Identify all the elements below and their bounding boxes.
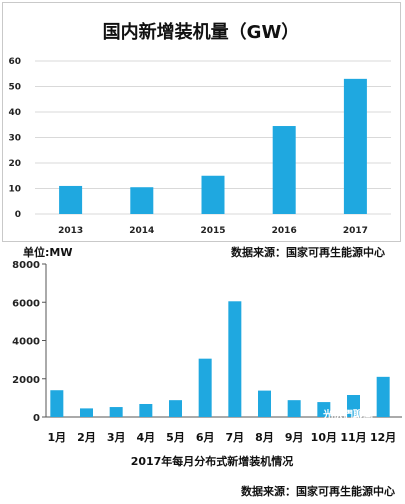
source-note-bottom: 数据来源：国家可再生能源中心	[241, 484, 395, 498]
bar	[198, 358, 212, 417]
y-tick-label: 60	[8, 57, 21, 67]
x-tick-label: 12月	[370, 431, 396, 444]
y-tick-label: 4000	[12, 337, 40, 348]
x-tick-label: 2016	[272, 226, 297, 236]
y-tick-label: 6000	[12, 298, 40, 309]
x-tick-label: 9月	[285, 431, 304, 444]
x-tick-label: 11月	[340, 431, 366, 444]
y-tick-label: 10	[8, 185, 21, 195]
bar	[201, 175, 225, 214]
bar	[169, 400, 182, 417]
x-tick-label: 4月	[137, 431, 156, 444]
x-tick-label: 2014	[129, 226, 154, 236]
monthly-chart-panel: 单位:MW 数据来源：国家可再生能源中心 0 2000 4000 6000 8000 1…	[0, 242, 405, 504]
x-tick-label: 1月	[48, 431, 67, 444]
x-tick-label: 2017	[343, 226, 368, 236]
y-tick-label: 0	[33, 413, 40, 424]
source-note-top: 数据来源：国家可再生能源中心	[231, 245, 385, 259]
chart-title: 国内新增装机量（GW）	[103, 21, 300, 43]
x-tick-label: 2月	[77, 431, 96, 444]
bar	[287, 400, 301, 417]
x-tick-label: 2015	[200, 226, 225, 236]
unit-label: 单位:MW	[23, 245, 72, 259]
bar	[317, 402, 331, 417]
bar	[272, 126, 296, 214]
bar	[347, 395, 360, 417]
x-tick-label: 5月	[166, 431, 185, 444]
chart-caption: 2017年每月分布式新增装机情况	[131, 454, 294, 468]
x-tick-label: 2013	[58, 226, 83, 236]
bar	[50, 390, 64, 417]
bar	[343, 78, 367, 214]
monthly-distributed-chart: 单位:MW 数据来源：国家可再生能源中心 0 2000 4000 6000 8000 1…	[12, 245, 402, 498]
x-tick-label: 6月	[196, 431, 215, 444]
bar	[228, 301, 242, 417]
y-tick-label: 0	[15, 210, 21, 220]
bar	[109, 407, 123, 417]
bar	[80, 408, 93, 417]
y-tick-label: 40	[8, 108, 21, 118]
annual-chart-panel: 国内新增装机量（GW） 0 10 20 30 40 50 60 2013 2014 2015 20…	[2, 2, 401, 242]
y-tick-label: 8000	[12, 260, 40, 271]
x-tick-label: 10月	[311, 431, 337, 444]
bar	[130, 187, 154, 214]
bar	[59, 185, 83, 214]
x-tick-label: 3月	[107, 431, 126, 444]
y-tick-label: 20	[8, 159, 21, 169]
bar	[376, 376, 390, 417]
y-tick-label: 50	[8, 83, 21, 93]
annual-installation-chart: 国内新增装机量（GW） 0 10 20 30 40 50 60 2013 2014 2015 20…	[8, 21, 391, 236]
bar	[139, 403, 153, 417]
y-tick-label: 2000	[12, 375, 40, 386]
bar	[258, 390, 271, 417]
x-tick-label: 7月	[226, 431, 245, 444]
y-tick-label: 30	[8, 134, 21, 144]
x-tick-label: 8月	[255, 431, 274, 444]
watermark: 光伏們聊圖	[322, 408, 373, 421]
